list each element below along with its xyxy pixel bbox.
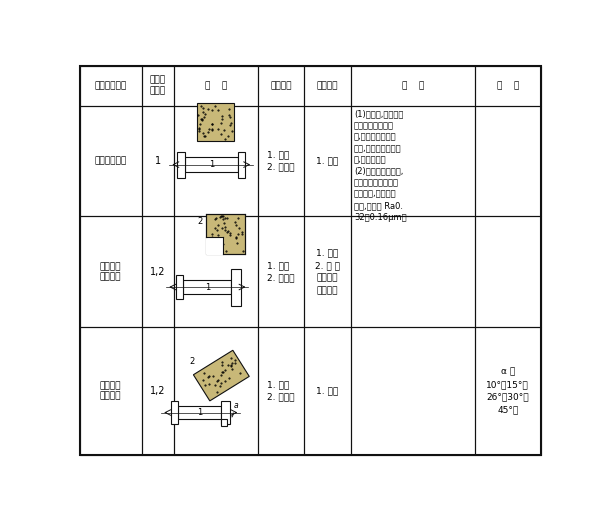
Text: 简    图: 简 图 [204,81,227,90]
Text: 1: 1 [197,408,202,417]
Bar [258,106,304,216]
Bar [174,106,258,216]
Text: 砂轮工
作表面: 砂轮工 作表面 [149,76,166,96]
Bar [206,237,223,254]
Bar [197,103,234,142]
Bar [178,406,221,419]
Text: (1)磨削时,砂轮工作
面磨粒负荷基本一
致,且在一次磨削循
环中,可分粗、精、光
磨,效率较高。
(2)由于无纵向进给,
故磨粒在工件上留下
重复磨痕,粗糙度: (1)磨削时,砂轮工作 面磨粒负荷基本一 致,且在一次磨削循 环中,可分粗、精、… [354,110,407,221]
Bar [258,216,304,328]
Text: 1: 1 [204,283,210,291]
Bar [142,106,174,216]
Bar [475,106,541,216]
Bar [142,216,174,328]
Bar [221,419,227,425]
Text: 砂轮运动: 砂轮运动 [270,81,292,90]
Text: 1. 旋转
2. 纵 向
往复在端
面处停靠: 1. 旋转 2. 纵 向 往复在端 面处停靠 [315,248,340,295]
Text: 1,2: 1,2 [150,267,166,277]
Bar [304,216,351,328]
Bar [175,276,183,299]
Text: 1. 旋转
2. 横进给: 1. 旋转 2. 横进给 [267,261,295,282]
Bar [258,65,304,106]
Text: 1. 旋转
2. 横进给: 1. 旋转 2. 横进给 [267,380,295,402]
Bar [206,214,244,254]
Bar [174,328,258,455]
Bar [351,216,475,328]
Bar [351,106,475,216]
Text: 磨削表面特征: 磨削表面特征 [94,81,126,90]
Bar [304,328,351,455]
Text: 1. 旋转: 1. 旋转 [316,156,339,165]
Text: 1: 1 [209,160,214,169]
Bar [174,65,258,106]
Bar [351,328,475,455]
Text: 备    注: 备 注 [497,81,519,90]
Bar [304,106,351,216]
Text: 1,2: 1,2 [150,386,166,396]
Text: 带端面的
短外圆面: 带端面的 短外圆面 [100,381,121,401]
Text: 1: 1 [155,156,161,166]
Bar [79,328,142,455]
Bar [183,280,231,294]
Bar [79,106,142,216]
Text: 2: 2 [189,357,194,366]
Bar [475,216,541,328]
Text: 带端面的
短外圆面: 带端面的 短外圆面 [100,262,121,281]
Text: a: a [234,401,238,410]
Bar [174,216,258,328]
Bar [475,328,541,455]
Bar [238,151,246,178]
Bar [185,157,238,173]
Text: 光滑短外圆面: 光滑短外圆面 [94,156,126,165]
Text: 特    点: 特 点 [402,81,424,90]
Bar [171,401,178,424]
Text: 1. 旋转
2. 横进给: 1. 旋转 2. 横进给 [267,150,295,171]
Text: 1. 旋转: 1. 旋转 [316,386,339,396]
Text: α 为
10°、15°、
26°、30°、
45°等: α 为 10°、15°、 26°、30°、 45°等 [486,368,529,414]
Bar [258,328,304,455]
Text: 2: 2 [197,217,202,226]
Bar [177,151,185,178]
Bar [194,350,249,401]
Bar [79,216,142,328]
Bar [304,65,351,106]
Bar [351,65,475,106]
Bar [231,268,241,305]
Bar [79,65,142,106]
Bar [475,65,541,106]
Bar [221,401,231,424]
Bar [142,328,174,455]
Text: 工件运动: 工件运动 [317,81,338,90]
Bar [142,65,174,106]
